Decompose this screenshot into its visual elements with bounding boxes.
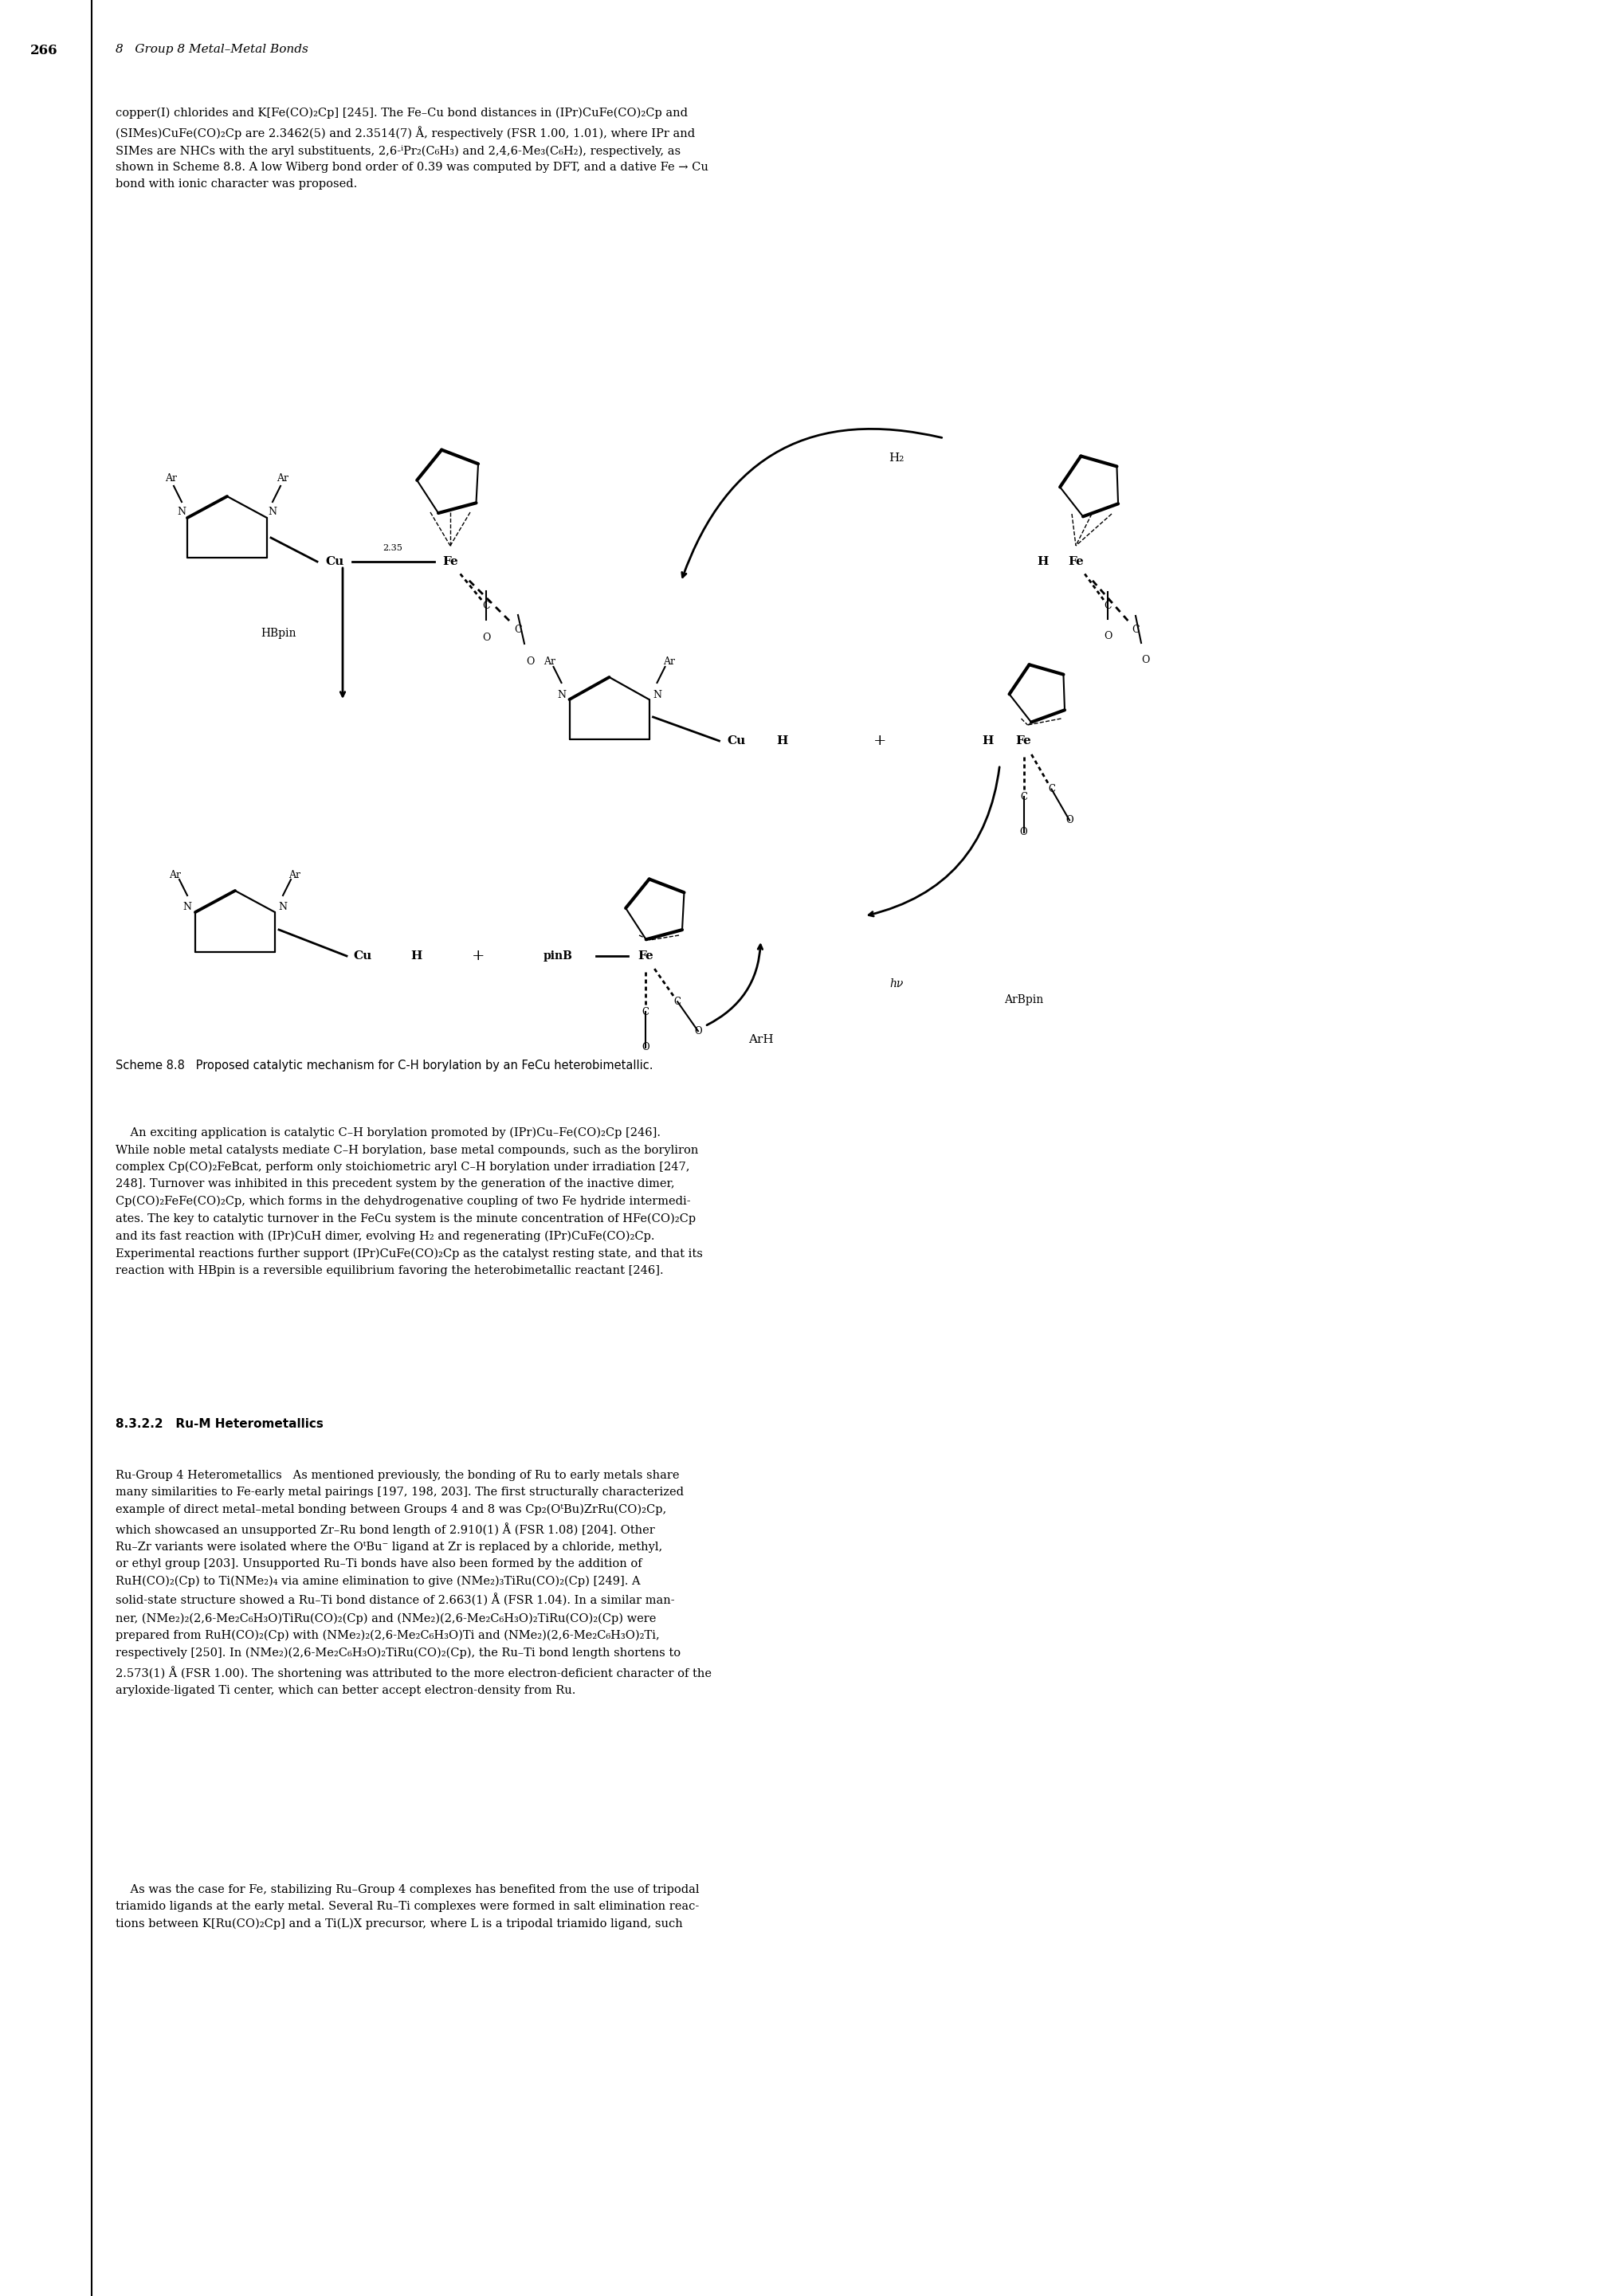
Text: C: C xyxy=(514,625,522,634)
Text: N: N xyxy=(557,689,565,700)
Text: 8.3.2.2   Ru-M Heterometallics: 8.3.2.2 Ru-M Heterometallics xyxy=(115,1419,323,1430)
Text: C: C xyxy=(1049,783,1055,794)
Text: O: O xyxy=(482,631,490,643)
Text: C: C xyxy=(482,599,490,611)
Text: O: O xyxy=(525,657,535,666)
Text: 8   Group 8 Metal–Metal Bonds: 8 Group 8 Metal–Metal Bonds xyxy=(115,44,309,55)
Text: N: N xyxy=(653,689,661,700)
Text: +: + xyxy=(472,948,485,964)
Text: C: C xyxy=(642,1006,648,1017)
Text: Ar: Ar xyxy=(288,870,301,879)
Text: N: N xyxy=(178,507,186,517)
Text: N: N xyxy=(267,507,277,517)
Text: Fe: Fe xyxy=(1068,556,1084,567)
Text: C: C xyxy=(674,996,680,1008)
Text: Ar: Ar xyxy=(277,473,288,482)
Text: 266: 266 xyxy=(30,44,58,57)
Text: As was the case for Fe, stabilizing Ru–Group 4 complexes has benefited from the : As was the case for Fe, stabilizing Ru–G… xyxy=(115,1885,700,1929)
Text: 2.35: 2.35 xyxy=(383,544,402,551)
Text: O: O xyxy=(1142,654,1150,666)
Text: ArH: ArH xyxy=(748,1033,773,1045)
Text: Ar: Ar xyxy=(170,870,181,879)
Text: copper(I) chlorides and K[Fe(CO)₂Cp] [245]. The Fe–Cu bond distances in (IPr)CuF: copper(I) chlorides and K[Fe(CO)₂Cp] [24… xyxy=(115,108,708,191)
Text: Fe: Fe xyxy=(637,951,653,962)
Text: O: O xyxy=(1066,815,1073,827)
Text: H₂: H₂ xyxy=(889,452,905,464)
Text: Scheme 8.8   Proposed catalytic mechanism for C-H borylation by an FeCu heterobi: Scheme 8.8 Proposed catalytic mechanism … xyxy=(115,1058,653,1072)
Text: Ar: Ar xyxy=(543,657,556,666)
Text: N: N xyxy=(279,902,287,912)
Text: O: O xyxy=(1020,827,1028,838)
Text: C: C xyxy=(1020,792,1028,801)
Text: An exciting application is catalytic C–H borylation promoted by (IPr)Cu–Fe(CO)₂C: An exciting application is catalytic C–H… xyxy=(115,1127,703,1277)
Text: Ar: Ar xyxy=(663,657,676,666)
Text: C: C xyxy=(1103,599,1111,611)
Text: hν: hν xyxy=(889,978,903,990)
Text: O: O xyxy=(1103,631,1111,641)
Text: pinB: pinB xyxy=(543,951,573,962)
Text: ArBpin: ArBpin xyxy=(1004,994,1044,1006)
Text: Cu: Cu xyxy=(354,951,371,962)
Text: Fe: Fe xyxy=(442,556,458,567)
Text: O: O xyxy=(642,1042,650,1054)
Text: H: H xyxy=(776,735,788,746)
Text: N: N xyxy=(183,902,192,912)
Text: H: H xyxy=(1036,556,1049,567)
Text: Fe: Fe xyxy=(1015,735,1031,746)
Text: Cu: Cu xyxy=(727,735,746,746)
Text: Ar: Ar xyxy=(165,473,178,482)
Text: HBpin: HBpin xyxy=(261,627,296,638)
Text: H: H xyxy=(981,735,994,746)
Text: Cu: Cu xyxy=(325,556,344,567)
Text: +: + xyxy=(874,735,887,748)
Text: C: C xyxy=(1132,625,1140,634)
Text: Ru-Group 4 Heterometallics   As mentioned previously, the bonding of Ru to early: Ru-Group 4 Heterometallics As mentioned … xyxy=(115,1469,711,1697)
Text: O: O xyxy=(695,1026,701,1035)
Text: H: H xyxy=(410,951,423,962)
